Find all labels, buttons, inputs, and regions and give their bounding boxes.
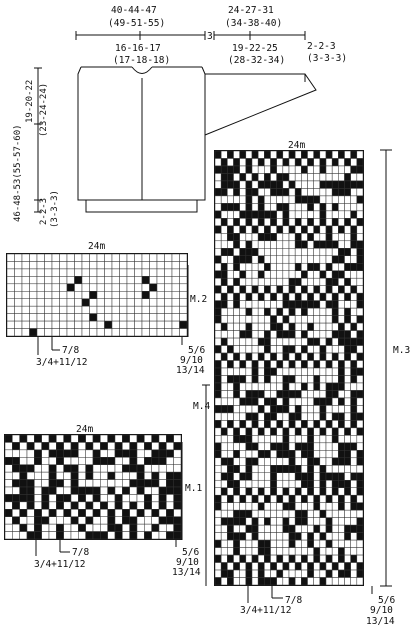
- m2-name-label: M.2: [190, 294, 208, 305]
- m1-size-a: 7/8: [72, 547, 90, 558]
- width-total-label-b: (49-51-55): [108, 18, 166, 29]
- sleeve-bottom-label-b: (28-32-34): [228, 55, 286, 66]
- m2-size-b: 3/4+11/12: [36, 357, 88, 368]
- m1-size-d: 9/10: [176, 557, 199, 568]
- chart-m3: [214, 150, 364, 586]
- chart-m2: [6, 253, 188, 337]
- sleeve-bottom-label: 19-22-25: [232, 43, 278, 54]
- shoulder-label: 3: [207, 31, 213, 42]
- m3-grid: [214, 150, 364, 586]
- chart-m1: [4, 434, 182, 540]
- cuff-label-b: (3-3-3): [307, 53, 348, 64]
- m1-size-e: 13/14: [172, 567, 201, 578]
- cuff-label: 2-2-3: [307, 41, 336, 52]
- m2-size-c: 5/6: [188, 345, 206, 356]
- sleeve-top-label-b: (34-38-40): [225, 18, 283, 29]
- half-width-label-b: (17-18-18): [113, 55, 171, 66]
- m1-size-c: 5/6: [182, 547, 200, 558]
- chart-cell: [356, 577, 364, 586]
- m1-grid: [4, 434, 182, 540]
- m3-size-d: 9/10: [370, 605, 393, 616]
- m3-size-b: 3/4+11/12: [240, 605, 292, 616]
- m3-size-e: 13/14: [366, 616, 395, 627]
- half-width-label: 16-16-17: [115, 43, 161, 54]
- m3-size-a: 7/8: [285, 595, 303, 606]
- m3-name-label: M.3: [393, 345, 411, 356]
- m1-width-label: 24m: [76, 424, 94, 435]
- m2-size-d: 9/10: [180, 355, 203, 366]
- m1-size-b: 3/4+11/12: [34, 559, 86, 570]
- m3-size-c: 5/6: [378, 595, 396, 606]
- chart-cell: [179, 328, 188, 337]
- m4-name-label: M.4: [193, 401, 211, 412]
- m2-size-e: 13/14: [176, 365, 205, 376]
- width-total-label: 40-44-47: [111, 5, 157, 16]
- m2-width-label: 24m: [88, 241, 106, 252]
- m1-name-label: M.1: [185, 483, 203, 494]
- m2-grid: [6, 253, 188, 337]
- sleeve-top-label: 24-27-31: [228, 5, 274, 16]
- chart-cell: [173, 531, 182, 540]
- m2-size-a: 7/8: [62, 345, 80, 356]
- m3-width-label: 24m: [288, 140, 306, 151]
